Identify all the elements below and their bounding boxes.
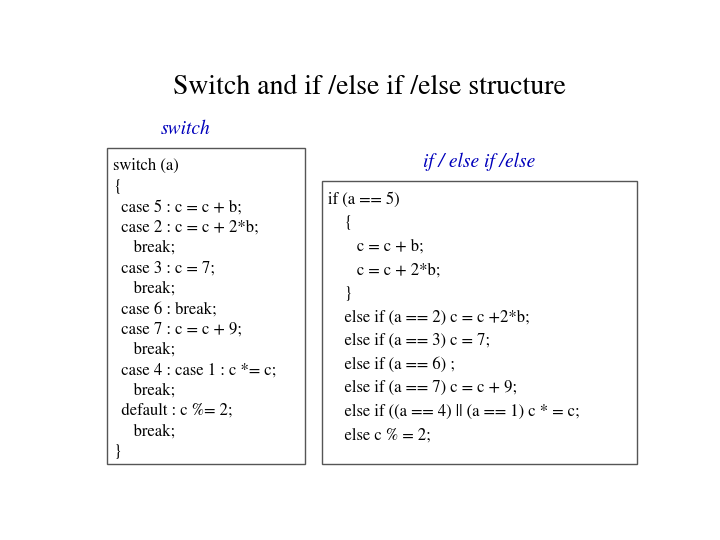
Text: Switch and if /else if /else structure: Switch and if /else if /else structure [173, 75, 565, 100]
Text: break;: break; [114, 383, 176, 399]
Text: if (a == 5): if (a == 5) [328, 192, 400, 208]
Text: else if (a == 3) c = 7;: else if (a == 3) c = 7; [328, 333, 490, 349]
Text: case 7 : c = c + 9;: case 7 : c = c + 9; [114, 321, 243, 338]
Text: switch: switch [161, 119, 211, 138]
Text: }: } [114, 444, 122, 460]
Text: c = c + b;: c = c + b; [328, 239, 424, 255]
Text: c = c + 2*b;: c = c + 2*b; [328, 262, 441, 278]
Text: case 5 : c = c + b;: case 5 : c = c + b; [114, 199, 242, 215]
Text: default : c %= 2;: default : c %= 2; [114, 403, 233, 419]
Text: if / else if /else: if / else if /else [423, 152, 536, 171]
Text: break;: break; [114, 423, 176, 440]
FancyBboxPatch shape [107, 148, 305, 464]
Text: else if (a == 2) c = c +2*b;: else if (a == 2) c = c +2*b; [328, 309, 530, 326]
Text: case 4 : case 1 : c *= c;: case 4 : case 1 : c *= c; [114, 362, 276, 378]
Text: {: { [328, 215, 353, 231]
Text: else if (a == 7) c = c + 9;: else if (a == 7) c = c + 9; [328, 380, 517, 396]
FancyBboxPatch shape [322, 181, 637, 464]
Text: break;: break; [114, 342, 176, 358]
Text: }: } [328, 286, 353, 302]
Text: else if ((a == 4) || (a == 1) c * = c;: else if ((a == 4) || (a == 1) c * = c; [328, 404, 580, 420]
Text: case 6 : break;: case 6 : break; [114, 301, 217, 317]
Text: else if (a == 6) ;: else if (a == 6) ; [328, 356, 455, 373]
Text: switch (a): switch (a) [114, 158, 179, 174]
Text: break;: break; [114, 281, 176, 296]
Text: case 2 : c = c + 2*b;: case 2 : c = c + 2*b; [114, 220, 259, 235]
Text: {: { [114, 179, 122, 195]
Text: else c % = 2;: else c % = 2; [328, 427, 431, 443]
Text: break;: break; [114, 240, 176, 256]
Text: case 3 : c = 7;: case 3 : c = 7; [114, 260, 215, 276]
